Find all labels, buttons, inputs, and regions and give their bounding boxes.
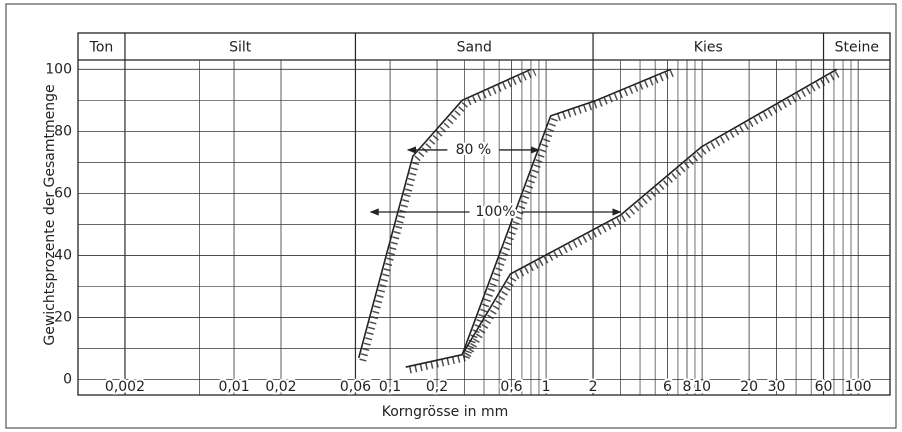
x-tick-label: 10 <box>693 379 711 395</box>
x-tick-label: 0,6 <box>500 379 522 395</box>
x-tick-label: 20 <box>740 379 758 395</box>
grading-curve <box>405 68 838 368</box>
y-tick-label: 0 <box>63 371 72 387</box>
x-tick-label: 0,1 <box>379 379 401 395</box>
x-tick-label: 1 <box>542 379 551 395</box>
grading-curve <box>461 68 672 355</box>
x-tick-label: 0,06 <box>340 379 371 395</box>
hatch <box>408 69 843 374</box>
annotation-label: 80 % <box>456 142 492 158</box>
x-tick-label: 6 <box>663 379 672 395</box>
class-label: Kies <box>694 40 723 56</box>
x-tick-label: 0,2 <box>426 379 448 395</box>
class-label: Ton <box>89 40 114 56</box>
grading-curve <box>357 68 532 358</box>
x-tick-label: 0,002 <box>105 379 145 395</box>
y-axis-label: Gewichtsprozente der Gesamtmenge <box>42 84 58 345</box>
x-tick-label: 0,01 <box>218 379 249 395</box>
y-tick-label: 60 <box>54 185 72 201</box>
x-axis-label: Korngrösse in mm <box>382 404 508 420</box>
y-tick-label: 100 <box>45 61 72 77</box>
class-label: Steine <box>835 40 879 56</box>
x-tick-label: 100 <box>845 379 872 395</box>
y-tick-label: 20 <box>54 309 72 325</box>
x-tick-label: 8 <box>683 379 692 395</box>
x-tick-label: 0,02 <box>265 379 296 395</box>
x-tick-label: 2 <box>589 379 598 395</box>
class-label: Sand <box>457 40 492 56</box>
class-label: Silt <box>229 40 252 56</box>
y-tick-label: 80 <box>54 123 72 139</box>
x-tick-label: 30 <box>768 379 786 395</box>
hatch <box>462 69 677 359</box>
outer-frame <box>5 3 897 429</box>
y-tick-label: 40 <box>54 247 72 263</box>
annotation-label: 100% <box>476 204 516 220</box>
x-tick-label: 60 <box>815 379 833 395</box>
